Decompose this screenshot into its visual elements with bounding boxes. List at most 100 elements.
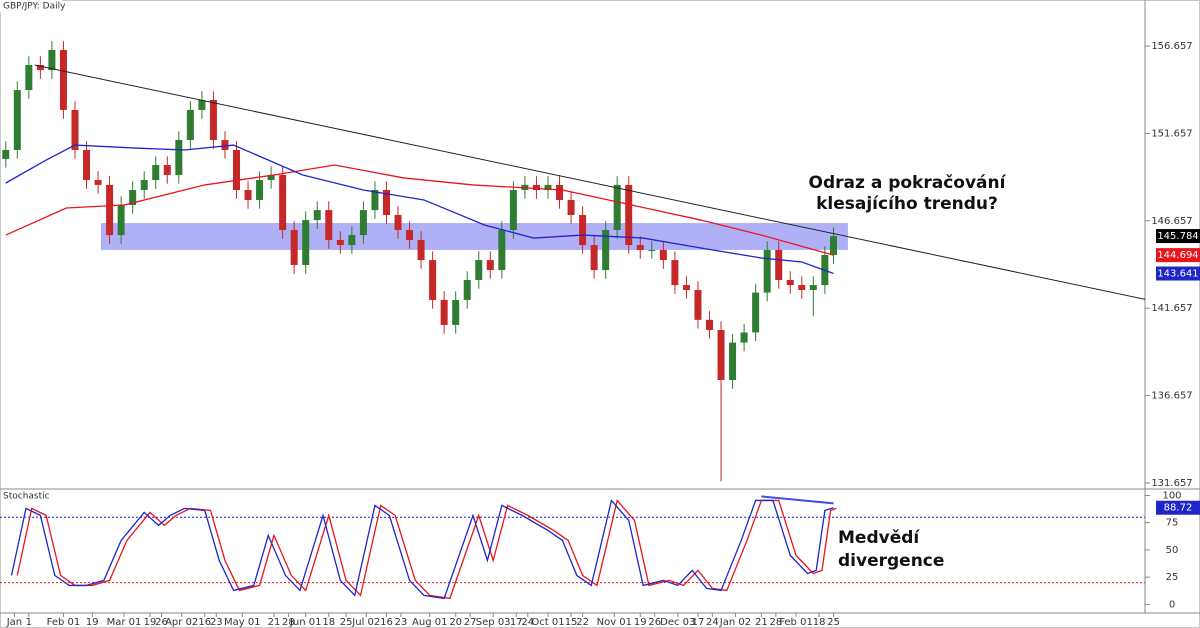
candle-body <box>267 174 275 181</box>
candle-body <box>440 299 448 325</box>
x-tick-label: Nov 01 <box>597 617 632 628</box>
candle-body <box>13 90 21 150</box>
x-tick-label: 21 <box>268 617 281 628</box>
x-tick-label: Jun 01 <box>289 617 322 628</box>
candle-body <box>463 280 471 300</box>
chart-title: GBP/JPY: Daily <box>3 2 66 12</box>
trend-line <box>34 64 1145 300</box>
candle-body <box>786 280 794 286</box>
x-tick-label: Dec 03 <box>660 617 695 628</box>
candle-body <box>705 319 713 330</box>
axes: 131.657 136.657 141.657 146.657 151.657 156.6… <box>6 41 1200 628</box>
annotation: Medvědí <box>838 528 920 548</box>
x-tick-label: 27 <box>464 617 477 628</box>
price-label: 143.641 <box>1157 269 1198 280</box>
candle-body <box>348 235 356 246</box>
x-tick-label: 17 <box>692 617 705 628</box>
annotation: klesajícího trendu? <box>816 194 998 214</box>
candle-body <box>556 184 564 200</box>
y-tick-label: 141.657 <box>1151 303 1192 314</box>
candle-body <box>775 249 783 281</box>
y-tick-label: 100 <box>1162 490 1181 501</box>
divergence-line <box>761 495 834 505</box>
candle-body <box>302 220 310 265</box>
candle-body <box>83 149 91 181</box>
candle-body <box>256 180 264 200</box>
price-label-box <box>1156 229 1200 244</box>
x-tick-label: 28 <box>769 617 782 628</box>
candle-body <box>209 99 217 141</box>
x-tick-label: 19 <box>86 617 99 628</box>
price-panel <box>2 41 1145 482</box>
title-bg <box>0 0 62 12</box>
candle-body <box>36 65 44 71</box>
candle-body <box>94 180 102 185</box>
candle-body <box>313 210 321 221</box>
candle-body <box>740 332 748 343</box>
candle-body <box>579 214 587 246</box>
candle-body <box>486 260 494 271</box>
candle-body <box>25 65 33 91</box>
price-label: 144.694 <box>1157 250 1198 261</box>
candle-body <box>567 199 575 215</box>
candle-body <box>625 184 633 246</box>
candle-body <box>71 109 79 150</box>
x-tick-label: 22 <box>576 617 589 628</box>
candle-body <box>129 189 137 206</box>
candle-body <box>729 342 737 380</box>
candle-body <box>648 249 656 251</box>
price-label: 145.784 <box>1157 231 1198 242</box>
candle-body <box>509 189 517 231</box>
value-label-box <box>1156 500 1200 515</box>
annotation: Odraz a pokračování <box>809 173 1007 193</box>
candle-body <box>406 230 414 240</box>
candle-body <box>602 230 610 271</box>
y-tick-label: 0 <box>1169 599 1175 610</box>
x-tick-label: 25 <box>340 617 353 628</box>
x-tick-label: 24 <box>706 617 719 628</box>
value-label: 88.72 <box>1164 503 1193 514</box>
candle-body <box>163 164 171 175</box>
panel-title: Stochastic <box>3 492 50 502</box>
candle-body <box>394 214 402 231</box>
candle-body <box>752 292 760 333</box>
candle-body <box>544 184 552 190</box>
y-tick-label: 75 <box>1166 518 1179 529</box>
candle-body <box>659 249 667 261</box>
candle-body <box>475 260 483 281</box>
price-label-box <box>1156 248 1200 263</box>
candle-body <box>429 260 437 300</box>
candle-body <box>48 49 56 71</box>
x-tick-label: Jan 02 <box>719 617 751 628</box>
candle-body <box>336 239 344 246</box>
x-tick-label: 25 <box>827 617 840 628</box>
candle-body <box>452 299 460 325</box>
support-zone <box>100 223 848 250</box>
x-tick-label: Aug 01 <box>412 617 447 628</box>
candle-body <box>140 180 148 190</box>
line-series <box>16 499 837 600</box>
candle-body <box>532 184 540 190</box>
candle-body <box>325 210 333 240</box>
x-tick-label: 15 <box>565 617 578 628</box>
line-series <box>10 499 834 600</box>
candle-body <box>694 289 702 320</box>
x-tick-label: Jan <box>6 617 22 628</box>
x-tick-label: 19 <box>144 617 157 628</box>
candle-body <box>763 249 771 293</box>
candle-body <box>590 245 598 271</box>
x-tick-label: Jul 02 <box>351 617 380 628</box>
x-tick-label: Feb 01 <box>47 617 81 628</box>
y-tick-label: 156.657 <box>1151 41 1192 52</box>
x-tick-label: Feb 01 <box>779 617 813 628</box>
stochastic-panel <box>0 495 1145 600</box>
candle-body <box>59 49 67 110</box>
x-tick-label: 1 <box>26 617 32 628</box>
x-tick-label: 17 <box>510 617 523 628</box>
price-label-box <box>1156 266 1200 281</box>
x-tick-label: 21 <box>755 617 768 628</box>
x-tick-label: 26 <box>155 617 168 628</box>
x-tick-label: 19 <box>634 617 647 628</box>
y-tick-label: 136.657 <box>1151 391 1192 402</box>
